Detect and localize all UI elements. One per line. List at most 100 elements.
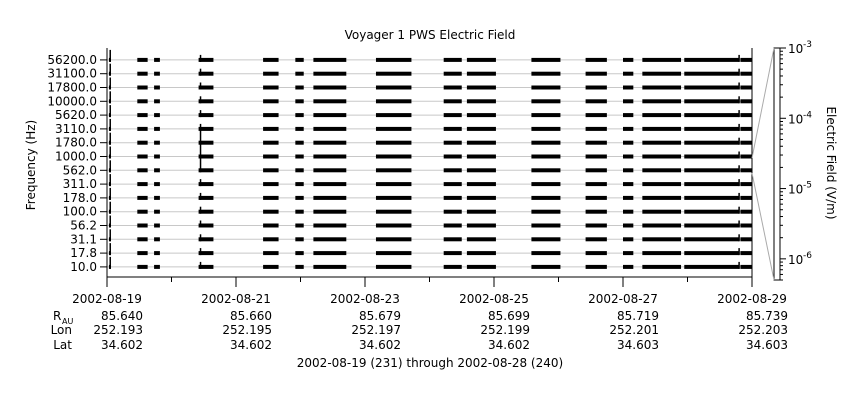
data-strip (375, 209, 412, 214)
channel-label: 100.0 (63, 205, 97, 219)
colorbar-connector (751, 172, 775, 281)
data-strip (313, 251, 347, 256)
data-strip (443, 182, 462, 187)
data-strip (313, 237, 347, 242)
data-strip (137, 140, 148, 145)
data-strip (154, 126, 160, 131)
data-strip (154, 154, 160, 159)
data-strip (198, 154, 214, 159)
data-strip (531, 209, 561, 214)
lon-value: 252.193 (93, 323, 143, 337)
data-strip (295, 154, 304, 159)
data-strip (623, 99, 634, 104)
data-strip (198, 85, 214, 90)
data-strip (313, 85, 347, 90)
data-strip (137, 237, 148, 242)
data-strip (623, 223, 634, 228)
data-strip (623, 140, 634, 145)
data-strip (740, 85, 752, 90)
r-au-value: 85.660 (230, 309, 272, 323)
channel-label: 17.8 (70, 246, 97, 260)
data-strip (531, 57, 561, 62)
data-strip (263, 251, 279, 256)
data-strip (531, 195, 561, 200)
data-strip (466, 126, 496, 131)
data-strip (684, 113, 740, 118)
data-strip (623, 237, 634, 242)
channel-label: 3110.0 (55, 122, 97, 136)
data-strip (263, 140, 279, 145)
data-strip (642, 71, 682, 76)
channel-label: 56200.0 (47, 53, 97, 67)
data-strip (531, 71, 561, 76)
data-strip (154, 182, 160, 187)
data-strip (740, 251, 752, 256)
data-strip (585, 140, 607, 145)
data-strip (623, 264, 634, 269)
lat-value: 34.602 (488, 338, 530, 352)
data-strip (443, 57, 462, 62)
data-strip (263, 57, 279, 62)
data-strip (154, 251, 160, 256)
data-strip (295, 99, 304, 104)
data-strip (642, 140, 682, 145)
data-strip (684, 99, 740, 104)
data-strip (137, 168, 148, 173)
spectra-plot-area (106, 48, 753, 278)
data-strip (466, 223, 496, 228)
data-strip (137, 85, 148, 90)
data-strip (740, 126, 752, 131)
data-strip (313, 223, 347, 228)
data-strip (623, 85, 634, 90)
data-strip (375, 99, 412, 104)
data-strip (585, 209, 607, 214)
data-strip (313, 168, 347, 173)
r-au-value: 85.640 (101, 309, 143, 323)
data-strip (585, 251, 607, 256)
data-strip (263, 85, 279, 90)
chart-title: Voyager 1 PWS Electric Field (345, 28, 516, 42)
data-strip (684, 168, 740, 173)
lat-value: 34.602 (359, 338, 401, 352)
data-strip (585, 71, 607, 76)
data-strip (642, 237, 682, 242)
data-strip (684, 209, 740, 214)
data-strip (531, 113, 561, 118)
r-au-value: 85.719 (617, 309, 659, 323)
data-strip (375, 168, 412, 173)
data-strip (443, 71, 462, 76)
x-tick-date: 2002-08-27 (588, 292, 658, 306)
data-strip (443, 223, 462, 228)
data-strip (313, 140, 347, 145)
data-strip (531, 182, 561, 187)
data-strip (531, 85, 561, 90)
data-strip (623, 154, 634, 159)
data-strip (531, 223, 561, 228)
data-strip (295, 168, 304, 173)
r-au-value: 85.679 (359, 309, 401, 323)
data-strip (198, 113, 214, 118)
data-strip (198, 71, 214, 76)
channel-label: 31100.0 (47, 67, 97, 81)
data-strip (642, 223, 682, 228)
data-strip (642, 182, 682, 187)
data-strip (443, 168, 462, 173)
data-strip (684, 57, 740, 62)
data-strip (263, 264, 279, 269)
data-strip (137, 154, 148, 159)
data-strip (198, 57, 214, 62)
data-strip (137, 71, 148, 76)
data-strip (137, 182, 148, 187)
data-strip (684, 182, 740, 187)
data-strip (198, 264, 214, 269)
data-strip (531, 264, 561, 269)
data-strip (740, 182, 752, 187)
data-strip (684, 237, 740, 242)
data-strip (154, 195, 160, 200)
data-strip (740, 223, 752, 228)
data-strip (263, 113, 279, 118)
data-strip (295, 251, 304, 256)
data-strip (684, 140, 740, 145)
lon-value: 252.203 (738, 323, 788, 337)
